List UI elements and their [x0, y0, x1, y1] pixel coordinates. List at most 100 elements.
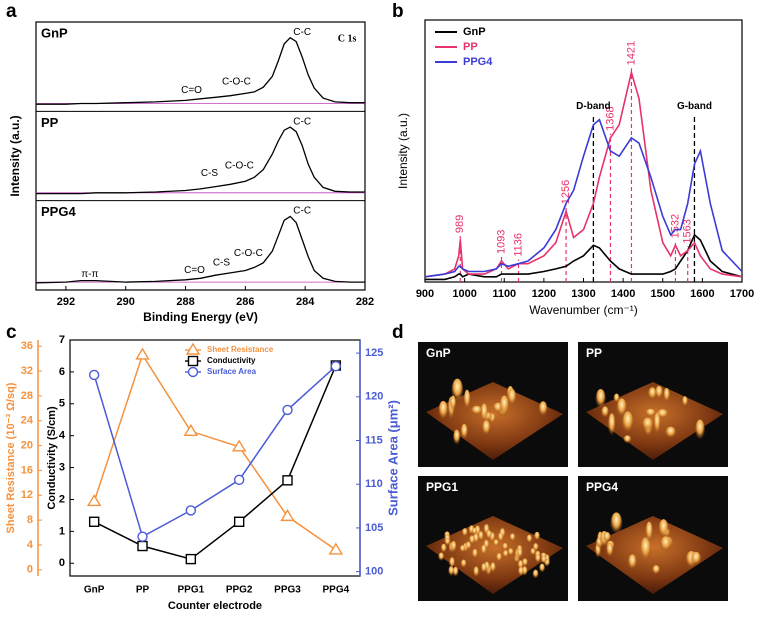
peak-annotation: C-C: [293, 206, 311, 217]
afm-peak: [526, 534, 533, 545]
afm-peak: [658, 519, 669, 541]
y-axis-label: Intensity (a.u.): [396, 113, 410, 189]
data-point: [282, 404, 293, 416]
y-tick-label: 28: [21, 390, 33, 402]
x-tick-label: 1600: [690, 288, 714, 300]
peak-annotation: C-C: [293, 27, 311, 38]
afm-peak: [540, 555, 547, 566]
afm-peak: [497, 532, 504, 544]
afm-peak: [623, 435, 632, 445]
data-point: [137, 531, 148, 542]
x-tick-label: 900: [416, 288, 434, 300]
x-tick-label: 292: [57, 296, 75, 308]
afm-peak: [473, 566, 480, 579]
spectrum-line: [36, 126, 365, 195]
y3-axis-label: Sheet Resistance (10⁻³ Ω/sq): [5, 382, 17, 533]
y-tick-label: 1: [59, 525, 65, 537]
y-tick-label: 36: [21, 340, 33, 352]
afm-peak: [516, 548, 523, 560]
panel-letter: a: [6, 1, 17, 22]
spectrum-line: [35, 215, 365, 284]
afm-peak: [610, 512, 623, 537]
peak-annotation: C 1s: [338, 34, 357, 45]
legend-marker: [187, 366, 199, 378]
afm-peak: [502, 542, 509, 552]
peak-label: 1563: [682, 219, 694, 243]
panel-name: PPG4: [41, 204, 76, 219]
data-point: [233, 474, 245, 486]
afm-peak: [521, 558, 528, 568]
afm-peak: [681, 396, 688, 409]
afm-peak: [477, 531, 484, 543]
peak-annotation: C-O-C: [225, 160, 254, 171]
y-axis-label: Conductivity (S/cm): [46, 406, 58, 510]
x-tick-label: GnP: [84, 585, 105, 596]
y-tick-label: 24: [21, 415, 34, 427]
series-line: [93, 365, 337, 538]
peak-annotation: C-O-C: [222, 76, 251, 87]
x-axis-label: Binding Energy (eV): [143, 310, 258, 324]
afm-peak: [499, 395, 510, 419]
data-point: [185, 505, 197, 516]
data-point: [330, 361, 342, 372]
data-point: [135, 347, 150, 360]
afm-label: PP: [586, 346, 602, 360]
peak-annotation: C-S: [201, 168, 219, 179]
x-tick-label: PP: [136, 585, 150, 596]
afm-label: PPG4: [586, 480, 618, 494]
afm-peak: [621, 411, 634, 436]
y-tick-label: 8: [27, 514, 33, 526]
x-tick-label: 1100: [492, 288, 516, 300]
y-tick-label: 20: [21, 439, 33, 451]
afm-peak: [595, 388, 606, 411]
data-point: [137, 540, 148, 552]
afm-peak: [532, 569, 539, 580]
x-tick-label: PPG3: [274, 585, 301, 596]
x-tick-label: 288: [176, 296, 194, 308]
y-tick-label: 3: [59, 461, 65, 473]
y-tick-label: 110: [365, 478, 383, 490]
spectrum-line: [424, 69, 743, 278]
x-tick-label: PPG4: [322, 585, 349, 596]
x-tick-label: 284: [296, 296, 315, 308]
legend-label: Sheet Resistance: [207, 345, 274, 354]
afm-peak: [502, 550, 509, 559]
afm-peak: [613, 393, 620, 404]
data-point: [328, 542, 344, 555]
afm-peak: [641, 417, 654, 433]
x-tick-label: 290: [117, 296, 135, 308]
afm-peak: [493, 539, 500, 548]
afm-surface: [586, 516, 723, 594]
x-axis-label: Counter electrode: [168, 600, 262, 612]
y-tick-label: 100: [365, 566, 383, 578]
afm-peak: [534, 531, 541, 542]
y2-axis-label: Surface Area (μm²): [385, 400, 400, 516]
y-tick-label: 4: [59, 430, 66, 442]
y-tick-label: 120: [365, 391, 383, 403]
legend-label: Conductivity: [207, 356, 256, 365]
series-line: [93, 353, 337, 551]
afm-peak: [652, 565, 661, 576]
legend-label: PP: [463, 41, 478, 53]
spectrum-line: [36, 36, 365, 105]
afm-peak: [468, 535, 475, 546]
afm-peak: [532, 543, 539, 553]
panel-letter: b: [392, 1, 404, 22]
y-axis-label: Intensity (a.u.): [8, 115, 22, 196]
afm-peak: [449, 395, 457, 413]
spectrum-line: [425, 233, 743, 281]
afm-peak: [539, 563, 546, 574]
afm-peak: [603, 532, 611, 544]
peak-annotation: C-C: [293, 116, 311, 127]
peak-label: 1136: [512, 233, 524, 257]
afm-peak: [695, 419, 705, 442]
band-label: D-band: [576, 101, 610, 112]
afm-peak: [460, 559, 467, 569]
y-tick-label: 5: [59, 398, 65, 410]
x-tick-label: PPG1: [177, 585, 204, 596]
afm-peak: [645, 408, 656, 418]
y-tick-label: 6: [59, 366, 65, 378]
x-tick-label: PPG2: [226, 585, 253, 596]
y-tick-label: 0: [59, 557, 65, 569]
legend-marker: [187, 355, 199, 367]
